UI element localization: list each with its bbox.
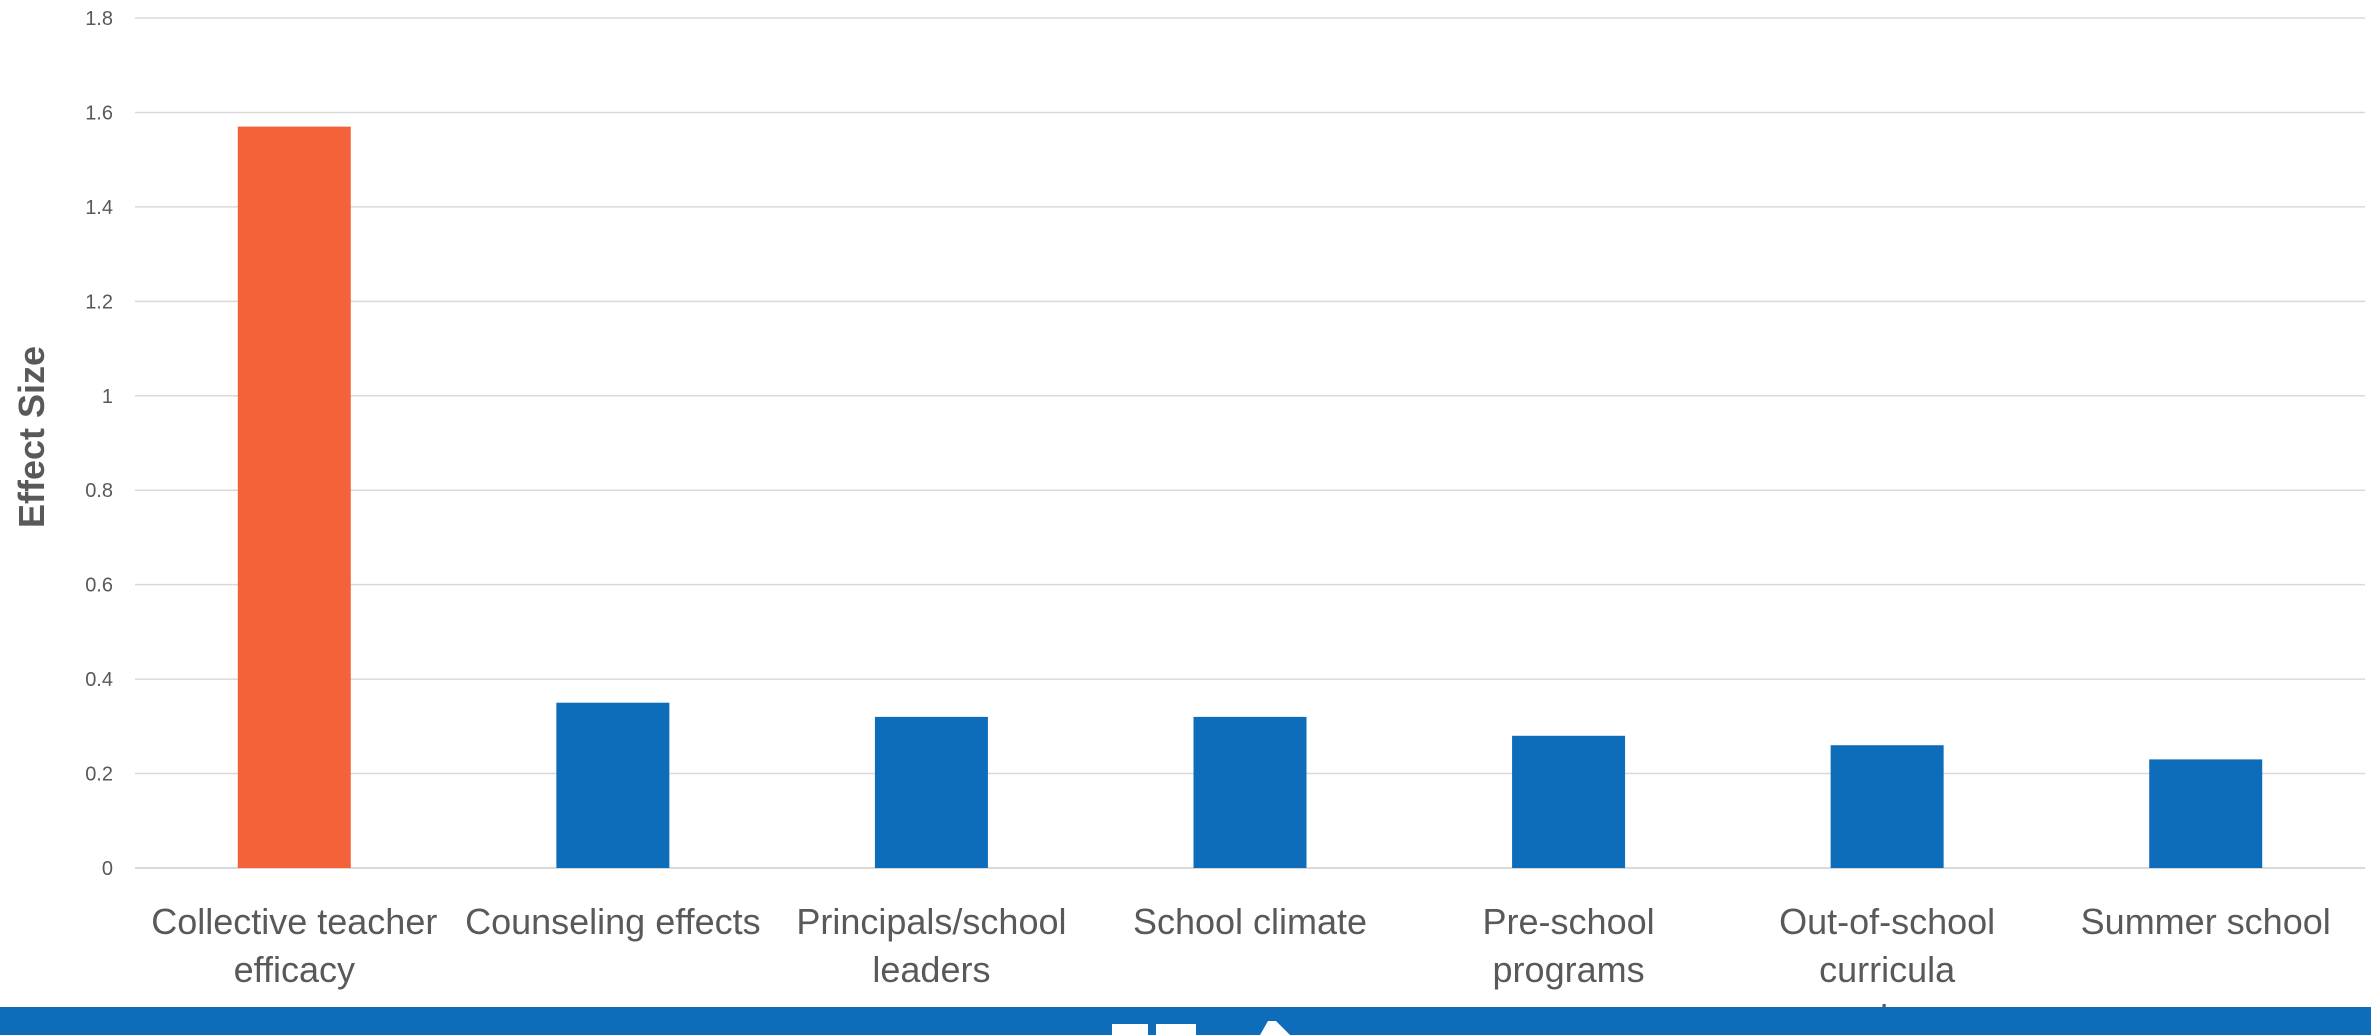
y-axis-ticks: 0 0.2 0.4 0.6 0.8 1 1.2 1.4 1.6 1.8 bbox=[85, 8, 113, 880]
bar bbox=[2149, 759, 2263, 868]
x-category-label: School climate bbox=[1133, 901, 1367, 942]
gridlines bbox=[135, 17, 2365, 869]
x-category-label: efficacy bbox=[234, 949, 355, 990]
x-category-label: Pre-school bbox=[1483, 901, 1655, 942]
x-category-label: Collective teacher bbox=[151, 901, 437, 942]
bars bbox=[237, 126, 2263, 869]
y-tick-label: 0.2 bbox=[85, 764, 113, 786]
y-tick-label: 1.8 bbox=[85, 8, 113, 30]
y-tick-label: 1.6 bbox=[85, 102, 113, 124]
x-axis-labels: Collective teacher efficacy Counseling eff… bbox=[151, 901, 2331, 1035]
bar bbox=[556, 702, 670, 868]
y-tick-label: 0.8 bbox=[85, 480, 113, 502]
x-category-label: Summer school bbox=[2081, 901, 2331, 942]
x-category-label: programs bbox=[1493, 949, 1645, 990]
bar bbox=[1830, 745, 1944, 868]
footer-logo-icon bbox=[1112, 1021, 1290, 1035]
y-axis-label: Effect Size bbox=[11, 346, 52, 528]
x-category-label: Out-of-school bbox=[1779, 901, 1995, 942]
y-tick-label: 0.4 bbox=[85, 669, 113, 691]
bar bbox=[874, 716, 988, 868]
y-tick-label: 1.4 bbox=[85, 197, 113, 219]
bar bbox=[1193, 716, 1307, 868]
x-category-label: curricula bbox=[1819, 949, 1956, 990]
x-category-label: Principals/school bbox=[796, 901, 1066, 942]
y-tick-label: 0.6 bbox=[85, 575, 113, 597]
y-tick-label: 1 bbox=[102, 386, 113, 408]
y-tick-label: 1.2 bbox=[85, 291, 113, 313]
y-tick-label: 0 bbox=[102, 858, 113, 880]
x-category-label: leaders bbox=[872, 949, 990, 990]
bar bbox=[1512, 735, 1626, 868]
bar bbox=[237, 126, 351, 869]
x-category-label: Counseling effects bbox=[465, 901, 761, 942]
